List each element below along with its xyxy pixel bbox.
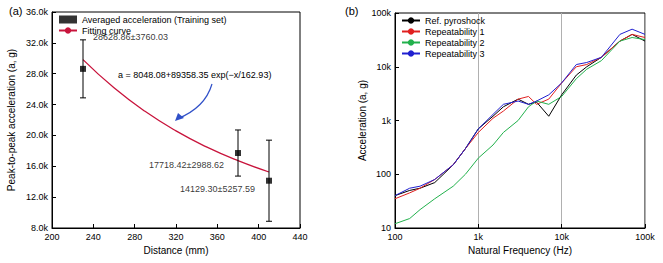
svg-text:10: 10	[381, 223, 391, 233]
svg-text:17718.42±2988.62: 17718.42±2988.62	[149, 160, 224, 170]
svg-text:14129.30±5257.59: 14129.30±5257.59	[180, 184, 255, 194]
svg-text:16.0k: 16.0k	[26, 161, 49, 171]
svg-text:28628.86±3760.03: 28628.86±3760.03	[93, 32, 168, 42]
svg-text:28.0k: 28.0k	[26, 69, 49, 79]
svg-text:400: 400	[251, 232, 266, 242]
svg-text:Averaged acceleration (Trainin: Averaged acceleration (Training set)	[82, 15, 227, 25]
svg-text:Peak-to-peak acceleration (a,: Peak-to-peak acceleration (a, g)	[6, 49, 17, 191]
svg-text:10k: 10k	[554, 232, 569, 242]
svg-text:a = 8048.08+89358.35 exp(−x/16: a = 8048.08+89358.35 exp(−x/162.93)	[118, 70, 271, 80]
svg-text:24.0k: 24.0k	[26, 100, 49, 110]
svg-text:(b): (b)	[345, 5, 358, 17]
svg-text:Repeatability 1: Repeatability 1	[425, 27, 485, 37]
svg-text:1k: 1k	[474, 232, 484, 242]
svg-text:1k: 1k	[381, 116, 391, 126]
svg-text:32.0k: 32.0k	[26, 38, 49, 48]
svg-text:Repeatability 3: Repeatability 3	[425, 49, 485, 59]
svg-text:280: 280	[127, 232, 142, 242]
svg-text:10k: 10k	[376, 62, 391, 72]
svg-text:360: 360	[210, 232, 225, 242]
svg-text:Repeatability 2: Repeatability 2	[425, 38, 485, 48]
svg-text:Acceleration (a, g): Acceleration (a, g)	[357, 80, 368, 161]
svg-text:440: 440	[292, 232, 307, 242]
svg-text:100: 100	[376, 169, 391, 179]
svg-text:(a): (a)	[9, 5, 22, 17]
svg-text:20.0k: 20.0k	[26, 130, 49, 140]
svg-text:36.0k: 36.0k	[26, 7, 49, 17]
svg-text:Ref. pyroshock: Ref. pyroshock	[425, 16, 486, 26]
svg-text:Distance (mm): Distance (mm)	[143, 245, 208, 256]
svg-text:12.0k: 12.0k	[26, 192, 49, 202]
svg-text:240: 240	[86, 232, 101, 242]
svg-text:100k: 100k	[635, 232, 655, 242]
svg-text:320: 320	[168, 232, 183, 242]
svg-text:200: 200	[44, 232, 59, 242]
svg-text:Fitting curve: Fitting curve	[82, 25, 131, 36]
svg-text:Natural Frequency (Hz): Natural Frequency (Hz)	[468, 245, 572, 256]
svg-text:100: 100	[387, 232, 402, 242]
svg-text:100k: 100k	[371, 8, 391, 18]
svg-text:8.0k: 8.0k	[31, 223, 48, 233]
